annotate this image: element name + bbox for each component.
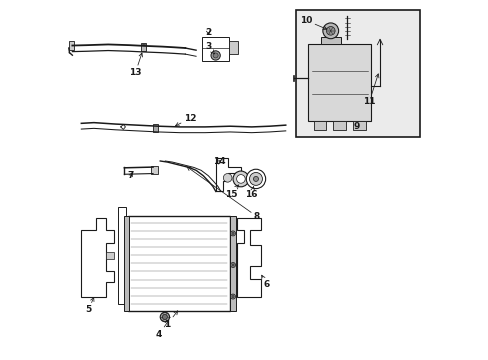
Text: 16: 16 xyxy=(245,187,257,199)
Circle shape xyxy=(231,232,234,234)
Bar xyxy=(230,216,235,311)
Polygon shape xyxy=(215,158,241,192)
Bar xyxy=(140,43,146,51)
Circle shape xyxy=(230,262,235,267)
Circle shape xyxy=(213,53,218,58)
Circle shape xyxy=(253,176,258,181)
Circle shape xyxy=(231,296,234,298)
Circle shape xyxy=(230,231,235,236)
Circle shape xyxy=(160,312,169,321)
Polygon shape xyxy=(236,218,260,297)
Bar xyxy=(128,216,230,311)
Polygon shape xyxy=(81,218,113,297)
Text: 9: 9 xyxy=(353,122,360,131)
Bar xyxy=(296,10,419,137)
Circle shape xyxy=(246,169,265,189)
Circle shape xyxy=(233,171,248,187)
Text: 6: 6 xyxy=(261,275,269,289)
Bar xyxy=(202,37,228,60)
Text: 13: 13 xyxy=(129,53,142,77)
Bar xyxy=(151,166,158,174)
Text: 14: 14 xyxy=(213,157,225,166)
Bar xyxy=(153,124,158,132)
Text: 4: 4 xyxy=(156,321,168,339)
Text: 12: 12 xyxy=(175,114,196,126)
Circle shape xyxy=(322,23,338,39)
Bar xyxy=(352,121,365,130)
Circle shape xyxy=(210,51,220,60)
Bar xyxy=(308,44,370,121)
Circle shape xyxy=(223,174,231,182)
Bar xyxy=(320,37,340,44)
Circle shape xyxy=(162,315,167,319)
Bar xyxy=(106,252,114,259)
Text: 1: 1 xyxy=(164,311,177,329)
Bar xyxy=(228,41,238,54)
Text: 2: 2 xyxy=(205,28,211,37)
Circle shape xyxy=(325,27,334,35)
Bar xyxy=(69,41,74,50)
Text: 3: 3 xyxy=(205,42,214,54)
Text: 8: 8 xyxy=(187,167,260,221)
Bar xyxy=(313,121,325,130)
Circle shape xyxy=(231,264,234,266)
Text: 15: 15 xyxy=(224,185,238,199)
Text: 10: 10 xyxy=(299,16,326,30)
Bar xyxy=(333,121,346,130)
Text: 11: 11 xyxy=(362,74,378,106)
Circle shape xyxy=(230,294,235,299)
Circle shape xyxy=(236,175,244,183)
Bar xyxy=(123,216,129,311)
Bar xyxy=(118,207,126,304)
Text: 5: 5 xyxy=(85,297,94,314)
Text: 7: 7 xyxy=(127,171,134,180)
Circle shape xyxy=(249,172,262,185)
